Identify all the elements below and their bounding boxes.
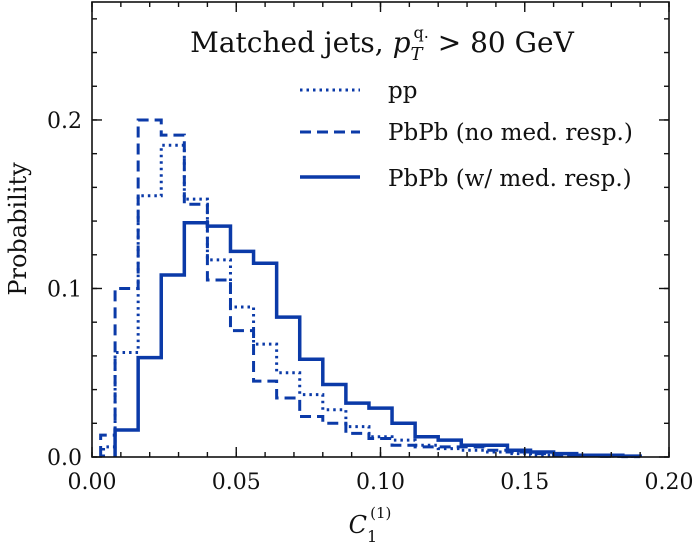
- x-axis-title-sub: 1: [367, 527, 377, 546]
- chart-title: Matched jets, pTq. > 80 GeV: [190, 23, 574, 65]
- x-axis-title-sup: (1): [370, 504, 391, 522]
- series-dotted-0: [102, 143, 642, 458]
- series-solid-2: [113, 221, 642, 458]
- y-tick-label: 0.2: [47, 109, 82, 134]
- title-math-sup: q.: [414, 23, 429, 42]
- legend-label-pbpb-no-med: PbPb (no med. resp.): [388, 120, 633, 146]
- legend-label-pbpb-w-med: PbPb (w/ med. resp.): [388, 166, 632, 192]
- x-tick-label: 0.20: [645, 470, 694, 495]
- x-tick-label: 0.00: [68, 470, 117, 495]
- title-cut: > 80 GeV: [429, 26, 575, 59]
- plot-frame: [91, 1, 670, 458]
- title-text: Matched jets,: [190, 26, 392, 59]
- x-tick-label: 0.10: [356, 470, 405, 495]
- y-tick-label: 0.0: [47, 446, 82, 471]
- y-tick-label: 0.1: [47, 277, 82, 302]
- legend: pp PbPb (no med. resp.) PbPb (w/ med. re…: [300, 78, 633, 192]
- x-tick-label: 0.05: [212, 470, 261, 495]
- y-axis-title: Probability: [4, 162, 32, 296]
- legend-label-pp: pp: [388, 78, 417, 104]
- title-math-sub: T: [411, 44, 425, 65]
- x-axis-title-base: C: [349, 511, 367, 539]
- x-tick-label: 0.15: [500, 470, 549, 495]
- ticks-layer: 0.00 0.05 0.10 0.15 0.20 0.0 0.1 0.2: [47, 2, 693, 495]
- title-math-base: p: [393, 26, 411, 59]
- x-axis-title: C1 (1): [349, 504, 392, 546]
